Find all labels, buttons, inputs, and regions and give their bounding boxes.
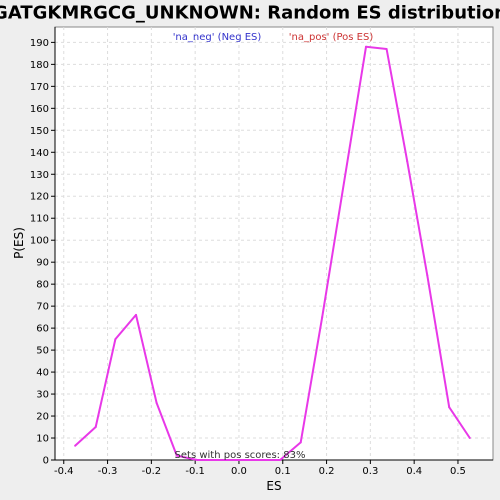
axes: -0.4 -0.3 -0.2 -0.1 0.0 0.1 0.2 0.3 0.4 0.5 0 10 20 3… bbox=[30, 27, 493, 477]
x-tick-label: 0.1 bbox=[275, 466, 291, 477]
data-point bbox=[406, 160, 409, 163]
x-tick-label: 0.2 bbox=[319, 466, 335, 477]
data-point bbox=[364, 45, 367, 48]
x-tick-label: -0.3 bbox=[98, 466, 118, 477]
x-tick-label: -0.2 bbox=[142, 466, 162, 477]
y-tick-label: 60 bbox=[36, 324, 49, 335]
data-point bbox=[114, 338, 117, 341]
y-tick-label: 0 bbox=[43, 456, 49, 467]
y-tick-label: 100 bbox=[30, 236, 49, 247]
data-point bbox=[279, 459, 282, 461]
y-tick-label: 30 bbox=[36, 390, 49, 401]
y-tick-label: 70 bbox=[36, 302, 49, 313]
data-point bbox=[94, 426, 97, 429]
x-tick-label: 0.4 bbox=[406, 466, 422, 477]
y-tick-label: 20 bbox=[36, 412, 49, 423]
y-tick-label: 80 bbox=[36, 280, 49, 291]
data-point bbox=[321, 316, 324, 319]
data-point bbox=[74, 444, 77, 447]
data-point bbox=[175, 454, 178, 457]
x-tick-label: 0.0 bbox=[231, 466, 247, 477]
legend-item-neg: 'na_neg' (Neg ES) bbox=[173, 32, 262, 43]
data-point bbox=[258, 459, 261, 461]
plot-area bbox=[54, 26, 494, 461]
y-tick-label: 90 bbox=[36, 258, 49, 269]
y-tick-label: 190 bbox=[30, 38, 49, 49]
x-tick-label: -0.1 bbox=[185, 466, 205, 477]
data-point bbox=[448, 406, 451, 409]
y-tick-label: 130 bbox=[30, 170, 49, 181]
y-tick-label: 40 bbox=[36, 368, 49, 379]
y-tick-label: 180 bbox=[30, 60, 49, 71]
x-axis-label: ES bbox=[266, 479, 281, 493]
data-point bbox=[155, 401, 158, 404]
y-tick-label: 110 bbox=[30, 214, 49, 225]
y-tick-label: 140 bbox=[30, 148, 49, 159]
y-axis-label: P(ES) bbox=[12, 227, 26, 259]
data-point bbox=[468, 437, 471, 440]
y-tick-label: 160 bbox=[30, 104, 49, 115]
y-tick-label: 150 bbox=[30, 126, 49, 137]
y-tick-label: 170 bbox=[30, 82, 49, 93]
y-tick-label: 10 bbox=[36, 434, 49, 445]
x-tick-label: -0.4 bbox=[54, 466, 74, 477]
data-point bbox=[385, 47, 388, 50]
data-point bbox=[196, 459, 199, 461]
series-layer bbox=[74, 45, 471, 461]
legend: 'na_neg' (Neg ES) 'na_pos' (Pos ES) bbox=[173, 32, 374, 43]
y-tick-label: 50 bbox=[36, 346, 49, 357]
data-point bbox=[426, 274, 429, 277]
chart-title: GATGKMRGCG_UNKNOWN: Random ES distributi… bbox=[0, 3, 500, 24]
legend-item-pos: 'na_pos' (Pos ES) bbox=[289, 32, 374, 43]
data-point bbox=[299, 441, 302, 444]
data-point bbox=[237, 459, 240, 461]
y-tick-label: 120 bbox=[30, 192, 49, 203]
x-tick-label: 0.3 bbox=[362, 466, 378, 477]
data-point bbox=[135, 313, 138, 316]
pos-scores-annotation: Sets with pos scores: 83% bbox=[175, 450, 306, 461]
data-point bbox=[216, 459, 219, 461]
x-tick-label: 0.5 bbox=[450, 466, 466, 477]
